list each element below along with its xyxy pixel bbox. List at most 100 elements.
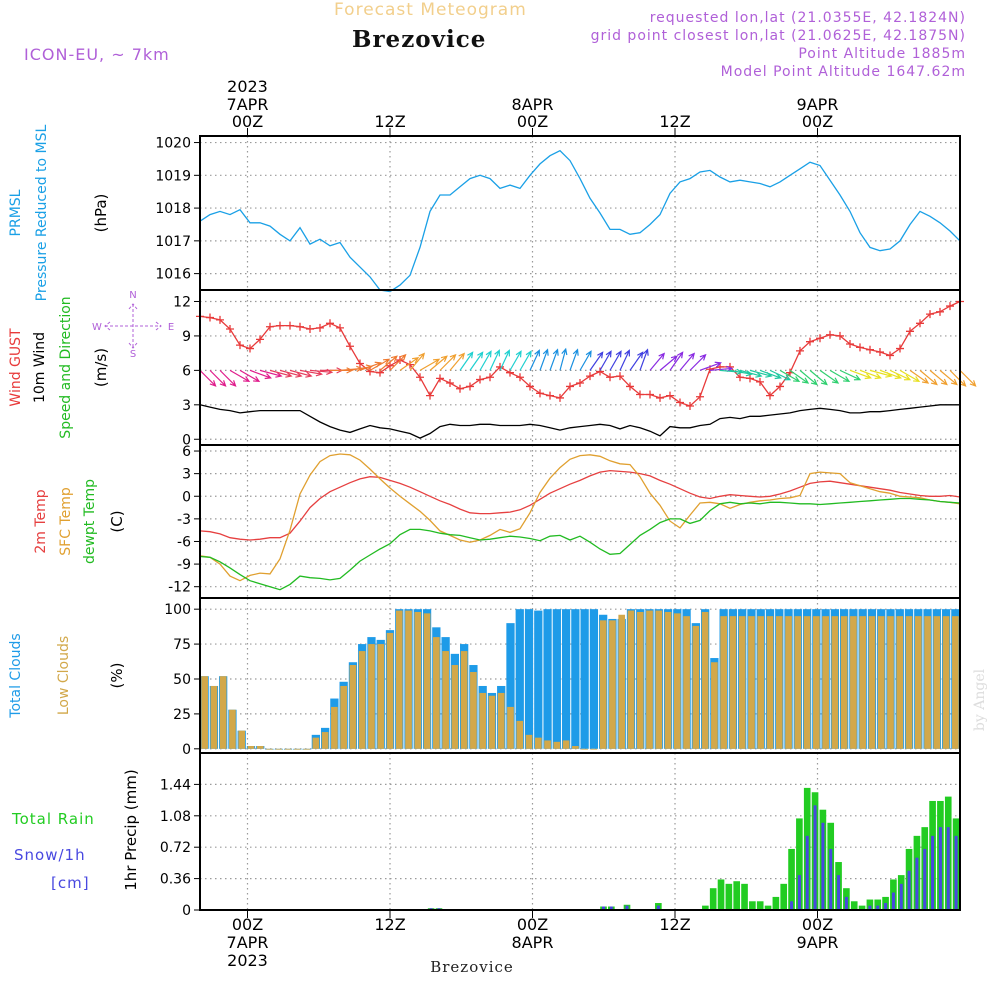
wind-direction-arrow xyxy=(829,369,851,383)
gust-marker xyxy=(236,341,244,350)
gust-marker xyxy=(846,339,854,348)
gust-marker xyxy=(566,382,574,391)
gust-marker xyxy=(736,373,744,382)
wind-direction-arrow xyxy=(559,347,568,371)
low-cloud-bar xyxy=(599,620,607,749)
low-cloud-bar xyxy=(562,740,570,749)
gust-marker xyxy=(856,343,864,352)
low-cloud-bar xyxy=(924,616,931,749)
gust-marker xyxy=(626,382,634,391)
gust-marker xyxy=(226,325,234,334)
y-tick-label: 1017 xyxy=(155,234,191,250)
low-cloud-bar xyxy=(451,665,459,749)
low-cloud-bar xyxy=(442,651,449,749)
wind-direction-arrow xyxy=(759,369,782,380)
y-tick-label: 100 xyxy=(164,602,191,618)
gust-marker xyxy=(946,302,954,311)
low-cloud-bar xyxy=(738,616,746,749)
chart-title: Forecast Meteogram xyxy=(334,0,527,20)
wind-direction-arrow xyxy=(659,355,678,371)
low-cloud-bar xyxy=(850,616,857,749)
low-cloud-bar xyxy=(544,740,551,749)
rain-bar xyxy=(796,818,803,910)
total-cloud-bar xyxy=(561,609,571,749)
low-cloud-bar xyxy=(303,748,310,750)
low-cloud-bar xyxy=(331,706,338,749)
series-axis-label: Pressure Reduced to MSL xyxy=(34,124,50,301)
gust-marker xyxy=(886,351,894,360)
low-cloud-bar xyxy=(507,706,514,749)
y-tick-label: 12 xyxy=(173,294,191,310)
top-tick-date: 9APR xyxy=(797,95,839,114)
snow-bar xyxy=(790,901,794,910)
snow-bar xyxy=(602,906,606,910)
wind-direction-arrow xyxy=(509,350,522,371)
y-tick-label: 0 xyxy=(182,903,191,919)
y-tick-label: 75 xyxy=(173,637,191,653)
snow-bar xyxy=(938,827,942,910)
y-tick-label: 9 xyxy=(182,329,191,345)
bottom-tick-hour: 00Z xyxy=(517,915,548,934)
wind-direction-arrow xyxy=(619,349,630,371)
panel-temperature: -12 -9 -6 -3 0 3 6 2m Temp SFC Temp dewpt Temp (C) xyxy=(33,444,961,598)
gust-marker xyxy=(466,382,474,391)
bottom-tick-hour: 12Z xyxy=(374,915,405,934)
low-cloud-bar xyxy=(321,732,329,749)
rain-bar xyxy=(725,883,733,910)
gust-marker xyxy=(436,374,444,383)
low-cloud-bar xyxy=(859,616,867,749)
gust-marker xyxy=(616,372,624,381)
series-axis-label: 10m Wind xyxy=(32,332,48,403)
wind-direction-arrow xyxy=(859,369,882,380)
low-cloud-bar xyxy=(572,746,579,749)
low-cloud-bar xyxy=(933,616,941,749)
snow-bar xyxy=(868,905,872,910)
low-cloud-bar xyxy=(414,611,422,749)
snow-bar xyxy=(899,883,903,910)
low-cloud-bar xyxy=(646,610,653,749)
model-label: ICON-EU, ~ 7km xyxy=(24,45,170,64)
low-cloud-bar xyxy=(711,662,718,749)
rain-bar xyxy=(772,896,780,910)
low-cloud-bar xyxy=(534,737,542,749)
y-tick-label: 1019 xyxy=(155,168,191,184)
low-cloud-bar xyxy=(368,644,375,749)
total-cloud-bar xyxy=(506,623,515,749)
low-cloud-bar xyxy=(525,734,533,749)
gust-marker xyxy=(446,379,454,387)
low-cloud-bar xyxy=(581,748,588,750)
wind-direction-arrow xyxy=(939,369,958,386)
snow-bar xyxy=(931,835,935,910)
wind-direction-arrow xyxy=(419,358,441,371)
gust-marker xyxy=(246,344,254,353)
snow-bar xyxy=(891,892,895,910)
wind-direction-arrow xyxy=(699,361,722,371)
low-cloud-bar xyxy=(293,748,301,750)
gust-marker xyxy=(826,330,834,339)
low-cloud-bar xyxy=(405,610,412,749)
low-cloud-bar xyxy=(766,616,774,749)
rain-bar xyxy=(780,883,788,910)
gust-marker xyxy=(476,375,484,384)
top-tick-hour: 00Z xyxy=(232,112,263,131)
gust-marker xyxy=(386,361,394,370)
top-tick-year: 2023 xyxy=(227,77,268,96)
wind-direction-arrow xyxy=(629,351,644,371)
top-tick-hour: 12Z xyxy=(374,112,405,131)
gust-marker xyxy=(346,342,354,351)
low-cloud-bar xyxy=(701,611,709,749)
wind-direction-arrow xyxy=(389,353,407,371)
gust-marker xyxy=(796,346,804,355)
low-cloud-bar xyxy=(775,616,783,749)
y-tick-label: -9 xyxy=(177,557,191,573)
wind-direction-arrow xyxy=(679,352,696,371)
compass-south: S xyxy=(130,349,136,360)
snow-bar xyxy=(946,827,950,910)
low-cloud-bar xyxy=(433,637,440,749)
low-cloud-bar xyxy=(284,748,292,750)
panel-frame xyxy=(199,135,961,291)
low-cloud-bar xyxy=(794,616,802,749)
top-tick-date: 8APR xyxy=(512,95,554,114)
bottom-tick-hour: 00Z xyxy=(232,915,263,934)
low-cloud-bar xyxy=(201,676,208,749)
